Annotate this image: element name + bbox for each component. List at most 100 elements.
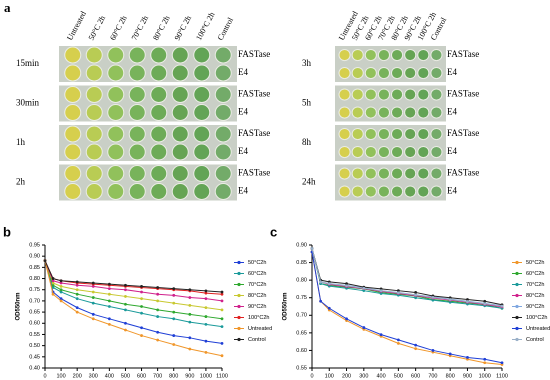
well (150, 46, 168, 64)
well (404, 48, 417, 62)
y-tick-label: 0.50 (29, 343, 40, 349)
x-tick-label: 0 (43, 373, 46, 379)
x-tick-label: 1000 (200, 373, 212, 379)
data-point (483, 357, 487, 361)
well (214, 165, 232, 182)
data-point (43, 259, 47, 263)
plate-photo (335, 164, 446, 201)
well (430, 66, 443, 80)
data-point (172, 317, 176, 321)
well (404, 185, 417, 198)
well (364, 167, 377, 180)
y-tick-label: 0.75 (296, 295, 307, 301)
well (351, 167, 364, 180)
data-point (124, 328, 127, 332)
well (107, 125, 125, 143)
data-point (156, 330, 160, 334)
data-point (345, 284, 348, 288)
series-line (311, 248, 503, 308)
data-point (466, 298, 469, 301)
y-tick-label: 0.80 (29, 276, 40, 282)
legend-marker (515, 304, 519, 309)
well (64, 104, 82, 121)
data-point (204, 339, 208, 343)
data-point (379, 333, 383, 337)
y-tick-label: 0.60 (29, 321, 40, 327)
well (391, 145, 404, 159)
y-tick-label: 0.45 (29, 354, 40, 360)
sample-label: FASTase (447, 49, 479, 59)
legend-marker (237, 315, 241, 320)
sample-label: E4 (238, 67, 248, 77)
well (171, 64, 189, 82)
well (391, 106, 404, 119)
data-point (75, 310, 79, 314)
panel-label: c (270, 224, 277, 239)
data-point (431, 295, 435, 299)
y-tick-label: 0.55 (296, 365, 307, 371)
well (85, 86, 103, 103)
series-line (311, 248, 503, 307)
well (364, 48, 377, 62)
data-point (500, 304, 504, 308)
data-point (448, 298, 452, 301)
data-point (140, 284, 143, 288)
y-tick-label: 0.40 (29, 365, 40, 371)
data-point (379, 289, 383, 293)
legend-marker (237, 260, 241, 265)
panel-label: a (4, 0, 11, 15)
data-point (448, 300, 452, 304)
sample-label: E4 (238, 146, 248, 156)
data-point (124, 283, 127, 287)
well (128, 46, 146, 64)
data-point (140, 297, 143, 301)
well (417, 48, 430, 62)
well (193, 64, 211, 82)
sample-label: FASTase (238, 168, 270, 178)
legend-marker (515, 271, 519, 276)
well (128, 125, 146, 143)
well (193, 125, 211, 143)
well (193, 46, 211, 64)
y-tick-label: 0.70 (296, 313, 307, 319)
legend-marker (515, 260, 519, 265)
legend-marker (515, 293, 519, 298)
data-point (188, 320, 192, 324)
well (107, 104, 125, 121)
well (364, 106, 377, 119)
x-tick-label: 200 (73, 373, 82, 379)
sample-label: E4 (238, 107, 248, 117)
well (377, 127, 390, 141)
sample-label: E4 (238, 186, 248, 196)
data-point (107, 292, 111, 296)
column-header: Untreated (65, 10, 88, 42)
x-tick-label: 400 (376, 373, 385, 379)
column-header: Control (216, 15, 236, 42)
y-tick-label: 0.55 (29, 332, 40, 338)
data-point (204, 322, 208, 326)
well (85, 183, 103, 200)
plate-photo (335, 46, 446, 82)
data-point (204, 297, 208, 301)
sample-label: FASTase (447, 89, 479, 99)
plate-photo (59, 85, 237, 122)
data-point (51, 279, 55, 283)
series-line (44, 260, 223, 311)
column-header: 70°C 2h (130, 14, 150, 42)
well (404, 106, 417, 119)
data-point (107, 322, 111, 326)
well (214, 64, 232, 82)
y-axis-title: OD550nm (16, 292, 22, 320)
well (417, 167, 430, 180)
well (364, 127, 377, 141)
data-point (140, 326, 143, 330)
legend-label: 100°C2h (526, 315, 547, 321)
well (351, 106, 364, 119)
column-header: 80°C 2h (151, 14, 171, 42)
y-tick-label: 0.65 (296, 330, 307, 336)
data-point (220, 299, 224, 303)
x-tick-label: 1100 (496, 373, 508, 379)
y-tick-label: 0.85 (296, 260, 307, 266)
well (377, 145, 390, 159)
